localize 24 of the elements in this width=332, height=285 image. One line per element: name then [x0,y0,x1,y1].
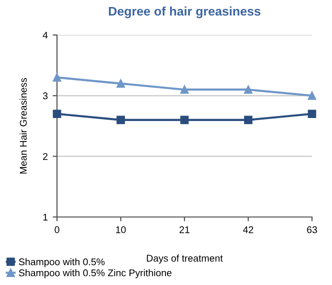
point [180,116,189,124]
y-tick-label: 3 [42,92,48,100]
x-tick-label: 0 [54,226,60,234]
y-axis-title: Mean Hair Greasiness [20,78,27,174]
point [180,85,189,94]
x-axis-title: Days of treatment [146,254,223,264]
point [52,73,62,82]
x-tick-label: 42 [243,226,254,234]
point [116,79,125,88]
y-tick-label: 2 [43,153,48,160]
x-tick-label: 21 [180,226,190,234]
point [116,116,125,124]
y-tick-label: 1 [43,214,48,221]
point [244,116,252,124]
point [244,85,252,94]
legend-label: Shampoo with 0.5% Zinc Pyrithione [18,269,172,278]
x-tick-label: 10 [116,226,126,234]
point [308,110,316,118]
x-tick-label: 63 [307,226,317,234]
legend-label: Shampoo with 0.5% [18,258,105,268]
y-tick-label: 4 [42,32,48,39]
chart-title: Degree of hair greasiness [108,6,260,18]
point [308,92,316,100]
point [52,110,62,118]
